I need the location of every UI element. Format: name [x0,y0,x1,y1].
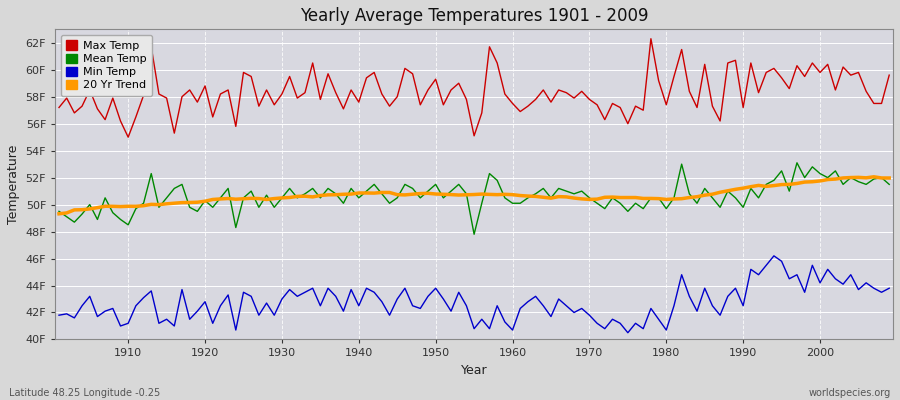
X-axis label: Year: Year [461,364,488,377]
Title: Yearly Average Temperatures 1901 - 2009: Yearly Average Temperatures 1901 - 2009 [300,7,648,25]
Legend: Max Temp, Mean Temp, Min Temp, 20 Yr Trend: Max Temp, Mean Temp, Min Temp, 20 Yr Tre… [60,35,152,96]
Text: worldspecies.org: worldspecies.org [809,388,891,398]
Y-axis label: Temperature: Temperature [7,145,20,224]
Text: Latitude 48.25 Longitude -0.25: Latitude 48.25 Longitude -0.25 [9,388,160,398]
